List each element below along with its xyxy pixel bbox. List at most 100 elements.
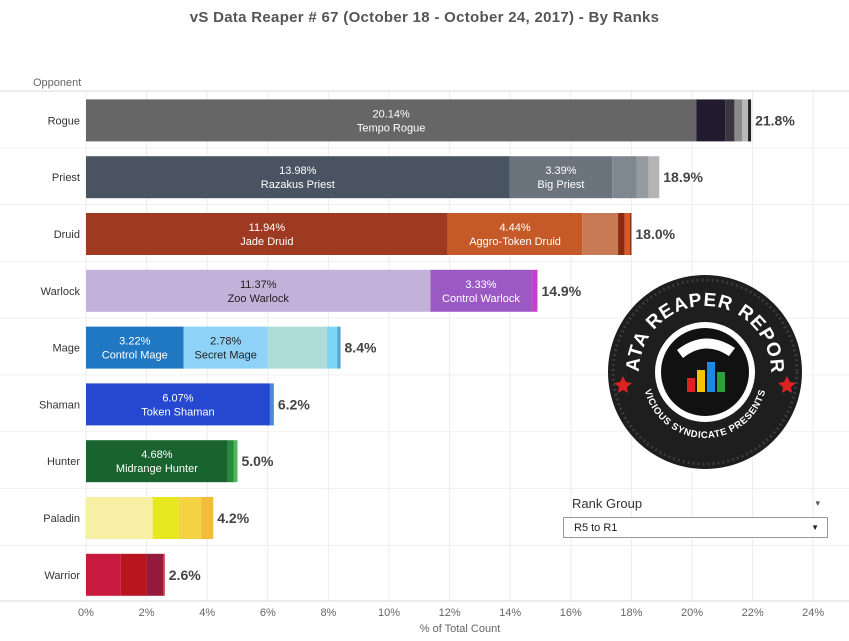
segment-archetype-label: Zoo Warlock	[228, 293, 290, 305]
bar-segment[interactable]	[86, 99, 697, 142]
bar-segment[interactable]	[612, 156, 637, 199]
segment-archetype-label: Big Priest	[537, 179, 584, 191]
x-tick-label: 12%	[439, 607, 461, 619]
bar-segment[interactable]	[531, 269, 538, 312]
bar-segment[interactable]	[269, 383, 274, 426]
bar-segment[interactable]	[648, 156, 660, 199]
bar-segment[interactable]	[146, 553, 164, 596]
bar-segment[interactable]	[326, 326, 338, 369]
rank-group-dropdown[interactable]: R5 to R1 ▼	[563, 517, 828, 538]
y-axis-title: Opponent	[33, 77, 81, 89]
segment-value-label: 20.14%	[372, 108, 410, 120]
bar-segment[interactable]	[447, 213, 583, 255]
bar-total-label: 4.2%	[217, 510, 249, 526]
category-label: Warlock	[41, 286, 81, 298]
bar-segment[interactable]	[86, 440, 228, 483]
bar-segment[interactable]	[86, 156, 510, 199]
bar-segment[interactable]	[233, 440, 238, 483]
segment-value-label: 3.22%	[119, 336, 150, 348]
segment-archetype-label: Midrange Hunter	[116, 463, 198, 475]
x-tick-label: 22%	[742, 607, 764, 619]
bar-segment[interactable]	[152, 497, 179, 539]
x-axis-ticks: 0% 2% 4% 6% 8% 10% 12% 14% 16% 18% 20% 22% 24%	[78, 607, 824, 619]
bar-segment[interactable]	[430, 269, 532, 312]
bar-segment[interactable]	[267, 326, 327, 369]
segment-archetype-label: Token Shaman	[141, 406, 214, 418]
bar-total-label: 5.0%	[242, 453, 274, 469]
x-axis-title: % of Total Count	[420, 623, 501, 635]
x-tick-label: 14%	[499, 607, 521, 619]
category-label: Hunter	[47, 456, 80, 468]
x-tick-label: 6%	[260, 607, 276, 619]
bar-total-label: 2.6%	[169, 567, 201, 583]
x-tick-label: 0%	[78, 607, 94, 619]
segment-value-label: 11.94%	[249, 222, 286, 234]
category-label: Rogue	[48, 115, 80, 127]
rank-group-filter: Rank Group ▾ R5 to R1 ▼	[563, 496, 828, 538]
category-label: Mage	[52, 343, 80, 355]
bar-segment[interactable]	[734, 99, 742, 142]
x-tick-label: 24%	[802, 607, 824, 619]
bar-segment[interactable]	[163, 553, 165, 596]
bar-total-label: 21.8%	[755, 112, 795, 128]
chart-title: vS Data Reaper # 67 (October 18 - Octobe…	[189, 9, 660, 26]
bar-segment[interactable]	[86, 213, 448, 255]
bar-segment[interactable]	[741, 99, 749, 142]
bar-segment[interactable]	[696, 99, 726, 142]
segment-archetype-label: Razakus Priest	[261, 179, 335, 191]
segment-value-label: 11.37%	[240, 279, 277, 291]
bar-segment[interactable]	[227, 440, 234, 483]
bar-total-label: 6.2%	[278, 396, 310, 412]
category-label: Shaman	[39, 399, 80, 411]
category-label: Warrior	[44, 570, 80, 582]
segment-archetype-label: Jade Druid	[240, 236, 293, 248]
bar-segment[interactable]	[636, 156, 649, 199]
x-tick-label: 20%	[681, 607, 703, 619]
bar-total-label: 8.4%	[345, 340, 377, 356]
bar-segment[interactable]	[582, 213, 619, 255]
bar-segment[interactable]	[86, 497, 153, 539]
bar-segment[interactable]	[178, 497, 202, 539]
bar-segment[interactable]	[86, 383, 270, 426]
x-tick-label: 18%	[620, 607, 642, 619]
bar-segment[interactable]	[725, 99, 735, 142]
data-reaper-report-logo: DATA REAPER REPORT VICIOUS SYNDICATE PRE…	[598, 256, 805, 472]
segment-value-label: 3.33%	[465, 279, 496, 291]
bar-total-label: 18.9%	[663, 169, 703, 185]
bar-segment[interactable]	[201, 497, 214, 539]
filter-menu-caret-icon[interactable]: ▾	[815, 498, 820, 508]
bar-segment[interactable]	[183, 326, 268, 369]
rank-group-selected-value: R5 to R1	[574, 521, 618, 534]
bar-segment[interactable]	[337, 326, 341, 369]
category-label: Druid	[54, 229, 80, 241]
segment-archetype-label: Secret Mage	[194, 350, 256, 362]
dropdown-arrow-icon: ▼	[811, 523, 819, 532]
bar-total-label: 18.0%	[635, 226, 675, 242]
segment-archetype-label: Control Mage	[102, 350, 168, 362]
bar-segment[interactable]	[624, 213, 631, 255]
x-tick-label: 16%	[560, 607, 582, 619]
category-label: Paladin	[43, 513, 80, 525]
segment-value-label: 6.07%	[162, 392, 193, 404]
bar-segment[interactable]	[509, 156, 613, 199]
bar-segment[interactable]	[86, 326, 184, 369]
bar-segment[interactable]	[618, 213, 625, 255]
bars-group: Rogue 20.14% Tempo Rogue 21.8% Priest 13.98% R…	[39, 99, 795, 596]
bar-total-label: 14.9%	[541, 283, 581, 299]
x-tick-label: 8%	[320, 607, 336, 619]
segment-archetype-label: Aggro-Token Druid	[469, 236, 561, 248]
segment-value-label: 3.39%	[545, 165, 576, 177]
x-tick-label: 10%	[378, 607, 400, 619]
bar-segment[interactable]	[86, 553, 121, 596]
x-tick-label: 2%	[139, 607, 155, 619]
rank-group-label: Rank Group	[572, 496, 643, 511]
bar-segment[interactable]	[748, 99, 752, 142]
bar-segment[interactable]	[630, 213, 632, 255]
bar-segment[interactable]	[86, 269, 431, 312]
bar-segment[interactable]	[120, 553, 147, 596]
segment-value-label: 2.78%	[210, 336, 241, 348]
segment-archetype-label: Control Warlock	[442, 293, 520, 305]
segment-value-label: 4.68%	[141, 449, 172, 461]
segment-archetype-label: Tempo Rogue	[357, 122, 426, 134]
